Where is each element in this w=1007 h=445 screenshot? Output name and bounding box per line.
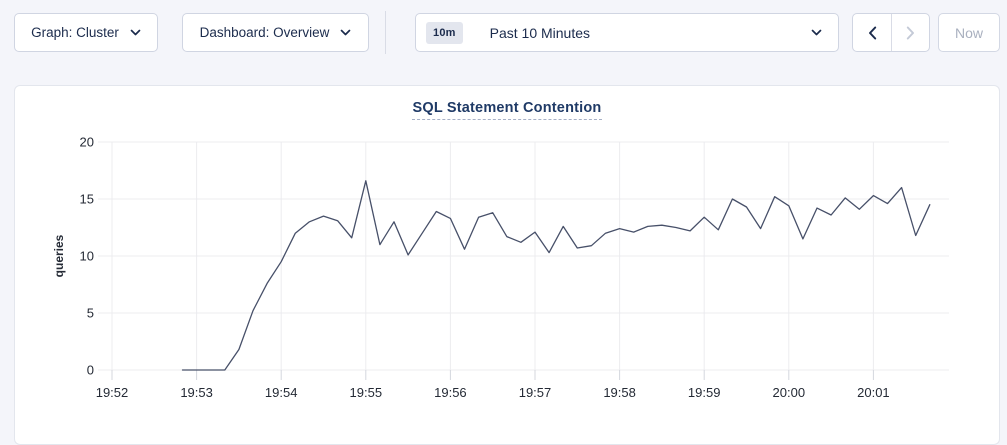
graph-dropdown-label: Graph: Cluster: [31, 25, 119, 40]
chevron-right-icon: [906, 26, 915, 40]
chevron-down-icon: [130, 29, 141, 36]
dashboard-dropdown[interactable]: Dashboard: Overview: [182, 13, 369, 52]
time-range-badge: 10m: [426, 21, 463, 44]
x-tick-label: 19:58: [603, 385, 636, 400]
chart-title-wrap: SQL Statement Contention: [15, 99, 999, 120]
y-tick-label: 0: [87, 363, 94, 378]
x-tick-label: 19:55: [350, 385, 383, 400]
y-tick-label: 5: [87, 306, 94, 321]
series-line: [181, 180, 931, 371]
chevron-down-icon: [811, 29, 822, 36]
x-tick-label: 19:53: [180, 385, 213, 400]
toolbar-divider: [385, 11, 386, 54]
time-prev-button[interactable]: [853, 14, 891, 51]
time-range-label: Past 10 Minutes: [489, 24, 591, 41]
line-chart: 0 5 10 15 20 19:52 19:53 19:54 19:55 19:56 19:57 19…: [52, 135, 949, 400]
now-button[interactable]: Now: [938, 13, 1000, 52]
time-range-dropdown[interactable]: 10m Past 10 Minutes: [415, 13, 839, 52]
x-tick-label: 19:56: [434, 385, 467, 400]
dashboard-dropdown-label: Dashboard: Overview: [199, 25, 330, 40]
y-tick-label: 20: [80, 135, 94, 150]
x-tick-label: 19:54: [265, 385, 298, 400]
y-tick-label: 15: [80, 192, 94, 207]
x-tick-label: 19:57: [519, 385, 552, 400]
chevron-down-icon: [340, 29, 351, 36]
x-tick-label: 20:01: [857, 385, 890, 400]
graph-dropdown[interactable]: Graph: Cluster: [14, 13, 158, 52]
x-tick-label: 19:52: [96, 385, 129, 400]
time-nav-group: [852, 13, 930, 52]
chart-title[interactable]: SQL Statement Contention: [412, 100, 602, 120]
chart-panel: SQL Statement Contention 0 5 10 15 20 19:52 19…: [14, 85, 1000, 445]
y-axis-title: queries: [52, 234, 66, 277]
time-next-button[interactable]: [891, 14, 929, 51]
x-tick-label: 20:00: [773, 385, 806, 400]
chevron-left-icon: [868, 26, 877, 40]
x-tick-label: 19:59: [688, 385, 721, 400]
y-tick-label: 10: [80, 249, 94, 264]
